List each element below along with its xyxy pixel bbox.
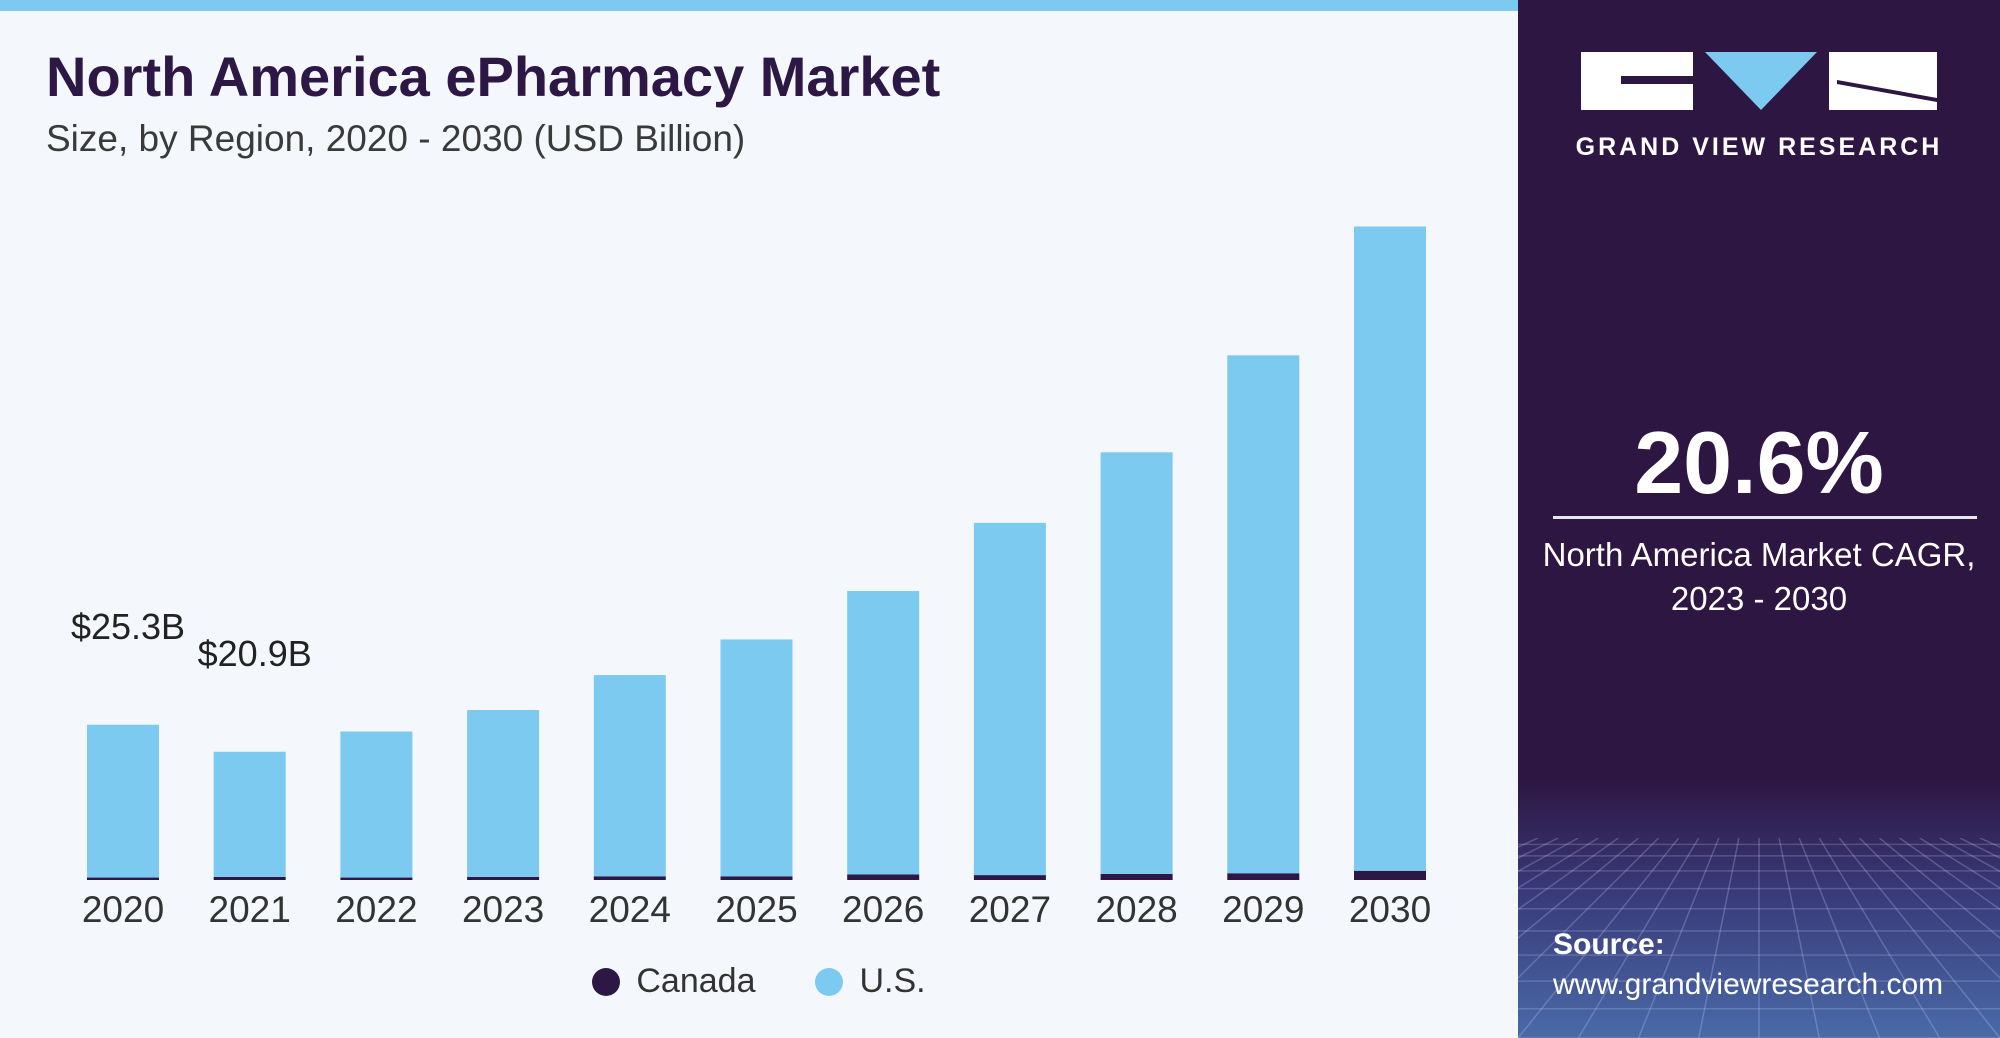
decorative-grid [1518,838,2000,1038]
data-label-2021: $20.9B [198,633,312,674]
bar-chart: 2020 2021 2022 2023 2024 2025 2026 2027 2028 2029… [71,226,1431,930]
cagr-label-line1: North America Market CAGR, [1542,536,1976,573]
sidebar-panel: GRAND VIEW RESEARCH 20.6% North America … [1518,0,2000,1038]
grid-line [1939,838,2000,873]
grid-line [1798,838,1881,1038]
x-tick-label: 2021 [209,889,291,930]
brand-logo-icon [1581,52,1937,110]
x-tick-label: 2028 [1095,889,1177,930]
bar-canada-2022 [340,877,413,880]
x-tick-label: 2020 [82,889,164,930]
bar-us-2024 [593,675,666,877]
x-tick-label: 2023 [462,889,544,930]
divider [1553,516,1977,519]
legend-item-us: U.S. [815,962,926,1001]
grid-line [1858,838,2000,980]
bar-us-2026 [847,590,920,875]
bar-us-2022 [340,731,413,878]
bar-us-2029 [1227,355,1300,874]
grid-line [1979,838,2000,848]
bar-us-2023 [467,710,540,877]
brand-name: GRAND VIEW RESEARCH [1575,133,1943,161]
cagr-label-line2: 2023 - 2030 [1670,580,1848,617]
cagr-value: 20.6% [1634,413,1884,512]
legend-label-us: U.S. [859,962,926,1000]
grid-line [1518,838,1639,939]
grid-line [1698,838,1740,1038]
bar-us-2028 [1100,452,1173,874]
x-tick-label: 2029 [1222,889,1304,930]
bar-canada-2021 [213,876,286,880]
bar-canada-2030 [1354,870,1426,880]
x-tick-label: 2027 [969,889,1051,930]
accent-bar [0,0,1518,11]
bar-canada-2026 [847,874,920,880]
source-label: Source: [1553,928,1665,961]
chart-legend: Canada U.S. [0,962,1518,1001]
data-label-2020: $25.3B [71,606,185,647]
bar-us-2025 [720,639,793,877]
source-link[interactable]: www.grandviewresearch.com [1553,968,1944,1001]
sidebar-gradient [1518,778,2000,1038]
legend-label-canada: Canada [636,962,756,1000]
x-tick-label: 2022 [335,889,417,930]
bar-canada-2023 [467,876,540,880]
bar-us-2021 [213,751,286,877]
legend-swatch-us [815,967,844,996]
grid-line [1818,838,1941,1038]
grid-line [1919,838,2000,889]
bar-us-2030 [1354,226,1426,871]
grid-line [1899,838,2000,911]
bar-canada-2028 [1100,873,1173,880]
grid-line [1577,838,1700,1038]
legend-swatch-canada [592,967,621,996]
x-tick-label: 2024 [589,889,671,930]
x-tick-label: 2026 [842,889,924,930]
grid-line [1637,838,1720,1038]
x-tick-label: 2030 [1349,889,1431,930]
bar-us-2020 [87,724,159,878]
bar-canada-2029 [1227,873,1300,880]
grid-line [1518,838,1680,1038]
bar-us-2027 [973,522,1046,876]
legend-item-canada: Canada [592,962,755,1001]
chart-subtitle: Size, by Region, 2020 - 2030 (USD Billio… [46,118,746,159]
grid-line [1518,838,1599,889]
bar-canada-2027 [973,875,1046,880]
bar-canada-2025 [720,876,793,880]
x-tick-label: 2025 [715,889,797,930]
bar-canada-2020 [87,877,159,880]
chart-title: North America ePharmacy Market [46,45,941,108]
grid-line [1518,838,1539,848]
grid-line [1518,838,1660,980]
grid-line [1778,838,1820,1038]
grid-line [1879,838,2000,939]
bar-canada-2024 [593,876,666,880]
chart-panel: North America ePharmacy Market Size, by … [0,0,1518,1001]
cagr-label: North America Market CAGR, 2023 - 2030 [1518,533,2000,621]
grid-line [1838,838,2000,1038]
grid-line [1518,838,1619,911]
